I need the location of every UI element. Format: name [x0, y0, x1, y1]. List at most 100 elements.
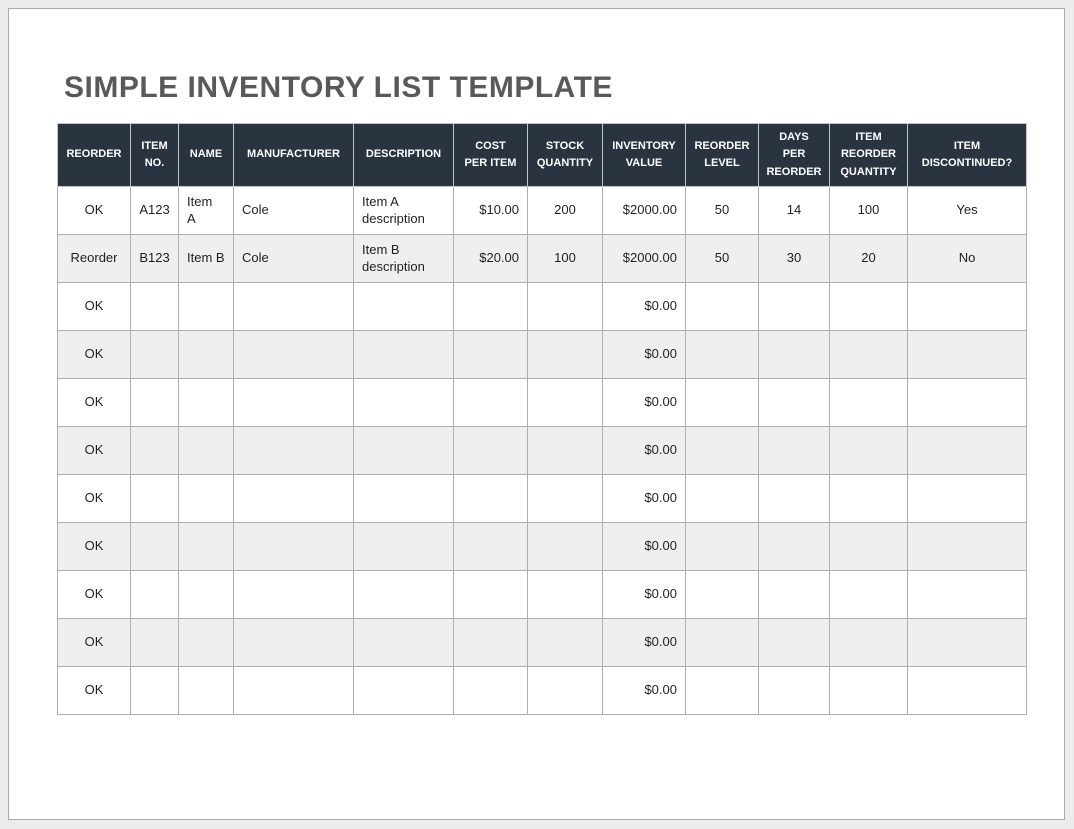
cell-days-per-reorder[interactable]: [758, 570, 830, 619]
cell-reorder-level[interactable]: [685, 618, 759, 667]
cell-item-discontinued[interactable]: [907, 618, 1027, 667]
cell-stock-quantity[interactable]: [527, 522, 603, 571]
cell-inventory-value[interactable]: $0.00: [602, 474, 686, 523]
cell-cost-per-item[interactable]: $20.00: [453, 234, 528, 283]
cell-item-discontinued[interactable]: Yes: [907, 186, 1027, 235]
cell-item-discontinued[interactable]: [907, 426, 1027, 475]
cell-item-discontinued[interactable]: [907, 330, 1027, 379]
cell-reorder[interactable]: OK: [57, 570, 131, 619]
cell-manufacturer[interactable]: [233, 666, 354, 715]
cell-cost-per-item[interactable]: [453, 522, 528, 571]
cell-name[interactable]: Item B: [178, 234, 234, 283]
cell-reorder[interactable]: OK: [57, 618, 131, 667]
cell-inventory-value[interactable]: $0.00: [602, 378, 686, 427]
cell-cost-per-item[interactable]: [453, 378, 528, 427]
cell-name[interactable]: [178, 282, 234, 331]
cell-reorder[interactable]: OK: [57, 666, 131, 715]
cell-item-no[interactable]: [130, 378, 179, 427]
cell-name[interactable]: [178, 330, 234, 379]
cell-description[interactable]: [353, 474, 454, 523]
cell-item-no[interactable]: [130, 330, 179, 379]
cell-manufacturer[interactable]: [233, 522, 354, 571]
cell-reorder[interactable]: OK: [57, 186, 131, 235]
cell-cost-per-item[interactable]: [453, 666, 528, 715]
cell-description[interactable]: [353, 378, 454, 427]
cell-cost-per-item[interactable]: [453, 330, 528, 379]
cell-item-reorder-quantity[interactable]: [829, 282, 908, 331]
cell-description[interactable]: [353, 282, 454, 331]
cell-manufacturer[interactable]: [233, 378, 354, 427]
cell-item-discontinued[interactable]: [907, 282, 1027, 331]
cell-manufacturer[interactable]: [233, 282, 354, 331]
cell-item-discontinued[interactable]: [907, 378, 1027, 427]
cell-reorder-level[interactable]: [685, 666, 759, 715]
cell-stock-quantity[interactable]: [527, 570, 603, 619]
cell-inventory-value[interactable]: $2000.00: [602, 234, 686, 283]
cell-reorder-level[interactable]: [685, 522, 759, 571]
cell-name[interactable]: [178, 522, 234, 571]
cell-description[interactable]: [353, 522, 454, 571]
cell-stock-quantity[interactable]: [527, 426, 603, 475]
cell-reorder[interactable]: OK: [57, 378, 131, 427]
cell-reorder[interactable]: OK: [57, 282, 131, 331]
cell-reorder-level[interactable]: [685, 570, 759, 619]
cell-item-reorder-quantity[interactable]: [829, 474, 908, 523]
cell-item-no[interactable]: [130, 426, 179, 475]
cell-reorder-level[interactable]: [685, 378, 759, 427]
cell-inventory-value[interactable]: $0.00: [602, 666, 686, 715]
cell-days-per-reorder[interactable]: [758, 282, 830, 331]
cell-name[interactable]: [178, 426, 234, 475]
cell-name[interactable]: [178, 474, 234, 523]
cell-item-no[interactable]: [130, 570, 179, 619]
cell-name[interactable]: [178, 378, 234, 427]
cell-days-per-reorder[interactable]: [758, 330, 830, 379]
cell-item-no[interactable]: [130, 618, 179, 667]
cell-item-discontinued[interactable]: [907, 570, 1027, 619]
cell-item-reorder-quantity[interactable]: [829, 618, 908, 667]
cell-item-reorder-quantity[interactable]: 20: [829, 234, 908, 283]
cell-days-per-reorder[interactable]: [758, 666, 830, 715]
cell-inventory-value[interactable]: $0.00: [602, 522, 686, 571]
cell-name[interactable]: [178, 618, 234, 667]
cell-reorder[interactable]: OK: [57, 474, 131, 523]
cell-inventory-value[interactable]: $0.00: [602, 618, 686, 667]
cell-inventory-value[interactable]: $0.00: [602, 282, 686, 331]
cell-item-reorder-quantity[interactable]: [829, 330, 908, 379]
cell-manufacturer[interactable]: [233, 426, 354, 475]
cell-item-reorder-quantity[interactable]: [829, 378, 908, 427]
cell-cost-per-item[interactable]: [453, 282, 528, 331]
cell-stock-quantity[interactable]: [527, 378, 603, 427]
cell-description[interactable]: [353, 330, 454, 379]
cell-reorder[interactable]: OK: [57, 522, 131, 571]
cell-stock-quantity[interactable]: [527, 330, 603, 379]
cell-reorder-level[interactable]: [685, 330, 759, 379]
cell-cost-per-item[interactable]: $10.00: [453, 186, 528, 235]
cell-manufacturer[interactable]: Cole: [233, 186, 354, 235]
cell-item-reorder-quantity[interactable]: [829, 666, 908, 715]
cell-item-reorder-quantity[interactable]: [829, 570, 908, 619]
cell-days-per-reorder[interactable]: [758, 618, 830, 667]
cell-item-discontinued[interactable]: [907, 474, 1027, 523]
cell-description[interactable]: [353, 570, 454, 619]
cell-item-discontinued[interactable]: [907, 666, 1027, 715]
cell-stock-quantity[interactable]: [527, 618, 603, 667]
cell-item-reorder-quantity[interactable]: [829, 522, 908, 571]
cell-manufacturer[interactable]: [233, 330, 354, 379]
cell-reorder[interactable]: Reorder: [57, 234, 131, 283]
cell-item-no[interactable]: [130, 474, 179, 523]
cell-item-discontinued[interactable]: [907, 522, 1027, 571]
cell-inventory-value[interactable]: $0.00: [602, 330, 686, 379]
cell-item-reorder-quantity[interactable]: 100: [829, 186, 908, 235]
cell-reorder[interactable]: OK: [57, 330, 131, 379]
cell-description[interactable]: Item B description: [353, 234, 454, 283]
cell-reorder-level[interactable]: [685, 474, 759, 523]
cell-manufacturer[interactable]: Cole: [233, 234, 354, 283]
cell-description[interactable]: [353, 426, 454, 475]
cell-stock-quantity[interactable]: 200: [527, 186, 603, 235]
cell-item-no[interactable]: [130, 282, 179, 331]
cell-name[interactable]: Item A: [178, 186, 234, 235]
cell-reorder-level[interactable]: 50: [685, 234, 759, 283]
cell-description[interactable]: Item A description: [353, 186, 454, 235]
cell-description[interactable]: [353, 666, 454, 715]
cell-stock-quantity[interactable]: [527, 666, 603, 715]
